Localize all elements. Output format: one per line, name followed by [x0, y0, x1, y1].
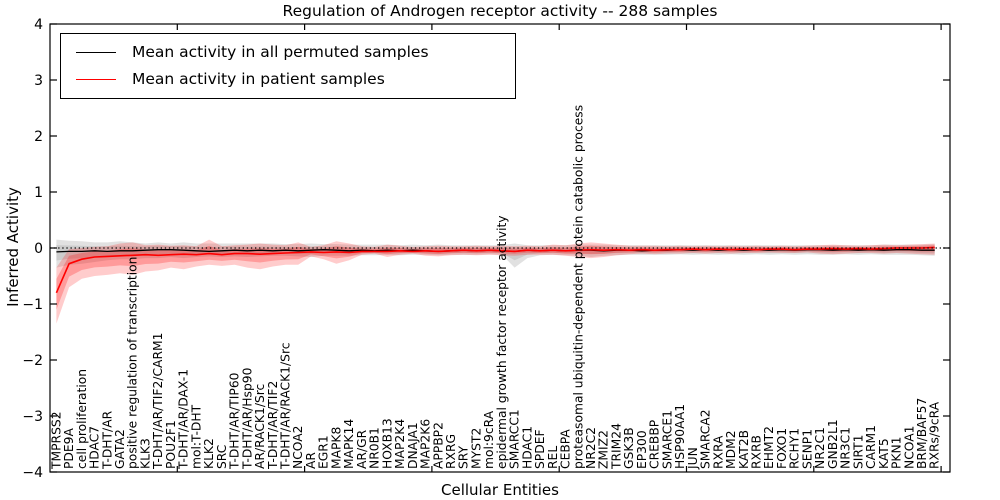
x-category-label: MDM2: [724, 430, 738, 469]
patient-band-outer: [56, 239, 935, 324]
x-category-label: SMARCC1: [508, 409, 522, 469]
x-axis-label: Cellular Entities: [441, 481, 559, 499]
y-tick-label: 1: [34, 185, 43, 201]
x-category-label: cell proliferation: [75, 369, 89, 469]
legend-item-label: Mean activity in patient samples: [132, 69, 385, 88]
y-tick-label: −1: [22, 297, 43, 313]
x-category-label: EGR1: [317, 435, 331, 469]
x-category-label: MAPK14: [342, 419, 356, 469]
x-category-label: T-DHT/AR/TIF2: [266, 381, 280, 470]
x-category-label: T-DHT/AR: [100, 410, 114, 470]
x-category-label: AR/GR: [355, 429, 369, 469]
x-category-label: NCOA1: [902, 426, 916, 469]
x-category-label: SMARCA2: [699, 409, 713, 469]
x-category-label: GSK3B: [622, 427, 636, 469]
x-category-label: T-DHT/AR/RACK1/Src: [279, 343, 293, 471]
x-category-label: MAP2K4: [393, 419, 407, 469]
x-category-label: SIRT1: [851, 435, 865, 469]
x-category-label: AR/RACK1/Src: [253, 384, 267, 469]
x-category-label: EHMT2: [762, 426, 776, 469]
x-category-label: RXRG: [444, 434, 458, 469]
y-tick-label: −2: [22, 353, 43, 369]
x-category-label: APPBP2: [431, 422, 445, 469]
x-category-label: CARM1: [864, 425, 878, 469]
x-category-label: KLK3: [139, 438, 153, 469]
x-category-label: SPDEF: [533, 429, 547, 469]
x-category-label: SENP1: [800, 429, 814, 469]
y-tick-label: 2: [34, 129, 43, 145]
x-category-label: POU2F1: [164, 420, 178, 469]
y-tick-label: −3: [22, 409, 43, 425]
x-category-label: MAPK8: [329, 427, 343, 469]
x-category-label: EP300: [635, 430, 649, 469]
x-category-label: proteasomal ubiquitin-dependent protein …: [571, 105, 585, 469]
x-category-label: KAT5: [877, 438, 891, 469]
x-category-label: HDAC1: [520, 426, 534, 469]
x-category-label: CEBPA: [559, 429, 573, 469]
x-category-label: NR3C1: [839, 427, 853, 469]
x-category-label: NR2C2: [584, 427, 598, 469]
y-tick-label: 0: [34, 241, 43, 257]
x-category-label: KLK2: [202, 438, 216, 469]
x-category-label: GNB2L1: [826, 419, 840, 469]
y-tick-label: −4: [22, 465, 43, 481]
x-category-label: JUN: [686, 447, 700, 470]
x-category-label: mol:T-DHT: [189, 404, 203, 469]
legend: Mean activity in all permuted samples Mea…: [60, 33, 516, 99]
x-category-label: HDAC7: [88, 426, 102, 469]
x-category-label: SRC: [215, 445, 229, 469]
x-category-label: GATA2: [113, 429, 127, 469]
y-tick-label: 4: [34, 17, 43, 33]
legend-line-sample: [76, 52, 116, 54]
x-category-label: T-DHT/AR/DAX-1: [177, 369, 191, 470]
y-axis-label: Inferred Activity: [4, 187, 22, 307]
x-category-label: mol:9cRA: [482, 410, 496, 469]
x-category-label: positive regulation of transcription: [126, 257, 140, 469]
x-category-label: epidermal growth factor receptor activit…: [495, 215, 509, 469]
x-category-label: HOXB13: [380, 418, 394, 469]
x-category-label: TMPRSS2: [49, 411, 63, 470]
x-category-label: RXRA: [711, 435, 725, 469]
x-category-label: FOXO1: [775, 428, 789, 469]
x-category-label: RXRB: [750, 435, 764, 469]
x-category-label: HSP90AA1: [673, 404, 687, 469]
x-category-label: BRM/BAF57: [915, 398, 929, 469]
x-category-label: AR: [304, 452, 318, 469]
x-category-label: PKN1: [890, 436, 904, 469]
legend-item-label: Mean activity in all permuted samples: [132, 43, 429, 61]
chart-title: Regulation of Androgen receptor activity…: [282, 2, 718, 20]
x-category-label: NCOA2: [291, 426, 305, 469]
legend-line-sample: [76, 78, 116, 80]
x-category-label: RXRs/9cRA: [928, 401, 942, 469]
x-category-label: SRY: [457, 445, 471, 469]
x-category-label: CREBBP: [648, 420, 662, 469]
x-category-label: MYST2: [469, 428, 483, 469]
x-category-label: NR2C1: [813, 427, 827, 469]
x-category-label: T-DHT/AR/TIP60: [228, 373, 242, 471]
x-category-label: RCHY1: [788, 428, 802, 469]
x-category-label: T-DHT/AR/TIF2/CARM1: [151, 333, 165, 470]
permuted-band-outer: [56, 239, 935, 268]
x-category-label: DNAJA1: [406, 422, 420, 469]
x-category-label: ZMIZ2: [597, 430, 611, 469]
patient-mean-line: [55, 246, 935, 294]
legend-item: Mean activity in patient samples: [61, 69, 515, 88]
x-category-label: SMARCE1: [660, 410, 674, 469]
x-category-label: PDE9A: [62, 428, 76, 469]
legend-item: Mean activity in all permuted samples: [61, 43, 515, 61]
x-category-label: KAT2B: [737, 430, 751, 469]
x-category-label: NR0B1: [368, 427, 382, 469]
patient-band-inner: [56, 245, 935, 310]
x-category-label: REL: [546, 446, 560, 469]
x-category-label: MAP2K6: [419, 419, 433, 469]
x-category-label: TRIM24: [610, 423, 624, 470]
x-category-label: T-DHT/AR/Hsp90: [240, 368, 254, 470]
y-tick-label: 3: [34, 73, 43, 89]
